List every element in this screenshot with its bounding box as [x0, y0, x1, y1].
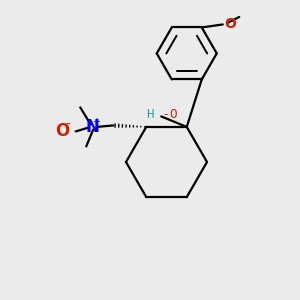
Text: -O: -O: [155, 108, 178, 122]
Text: O: O: [224, 16, 236, 31]
Text: +: +: [92, 117, 101, 127]
Text: N: N: [85, 118, 99, 136]
Text: H: H: [146, 108, 154, 122]
Text: -: -: [65, 118, 70, 132]
Text: O: O: [55, 122, 69, 140]
